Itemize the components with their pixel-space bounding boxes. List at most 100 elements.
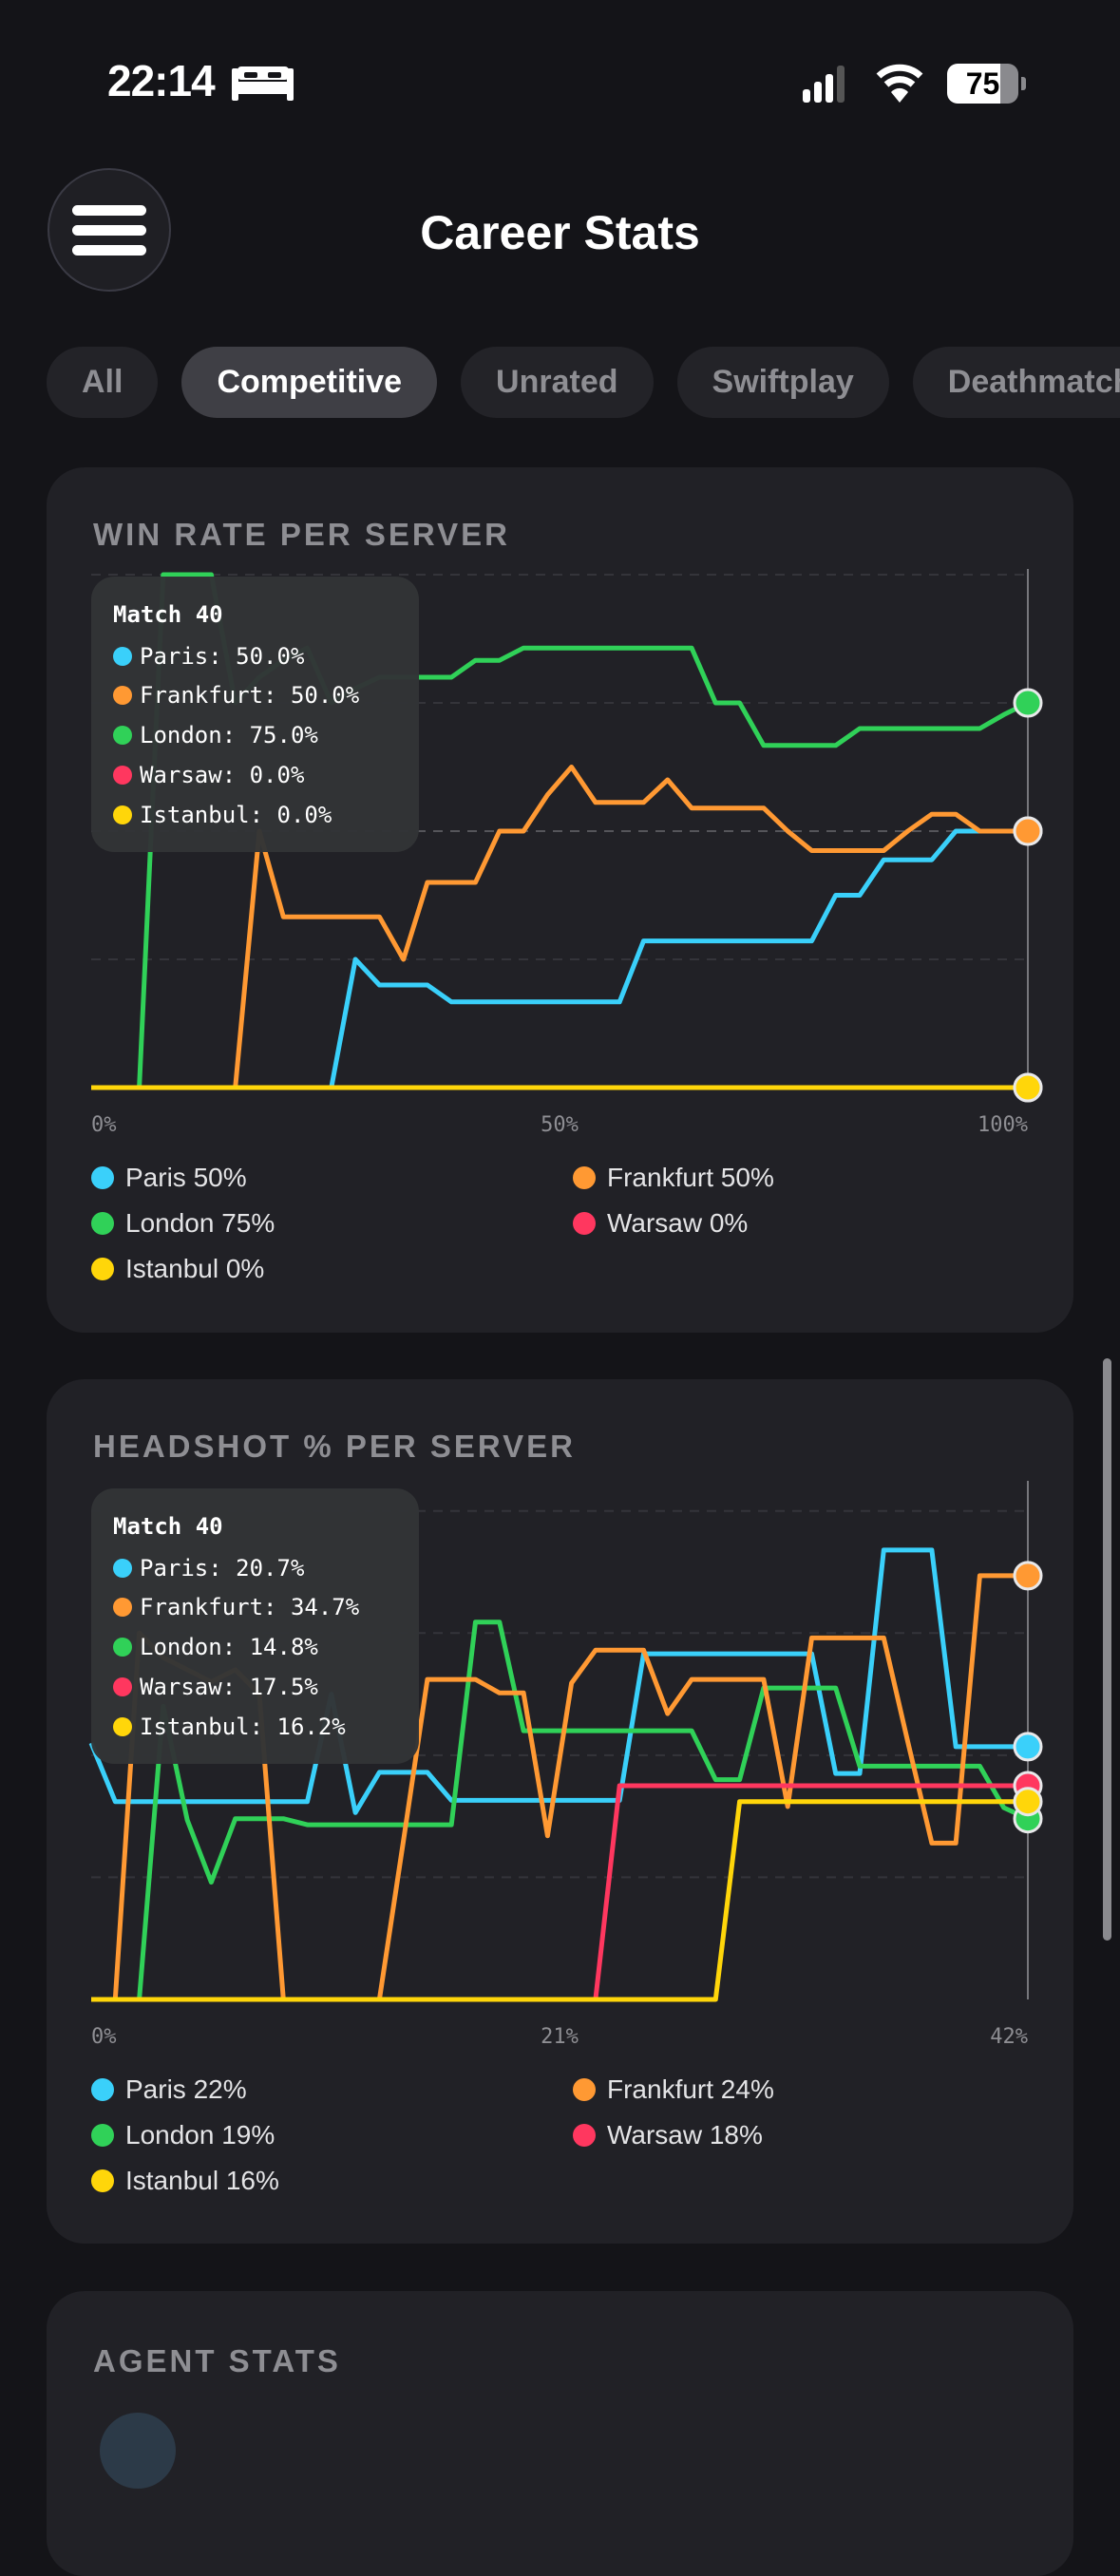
battery-tip: [1021, 77, 1026, 90]
frankfurt-dot-icon: [573, 2078, 596, 2101]
tooltip-value: Frankfurt: 34.7%: [140, 1594, 360, 1620]
headshot-tooltip: Match 40 Paris: 20.7% Frankfurt: 34.7% L…: [91, 1488, 419, 1764]
x-tick-label: 21%: [541, 2025, 579, 2049]
x-tick-label: 42%: [990, 2025, 1028, 2049]
legend-london[interactable]: London 75%: [91, 1208, 275, 1239]
legend-label: Warsaw 18%: [607, 2120, 763, 2150]
endpoint-marker-istanbul: [1013, 1072, 1043, 1103]
battery-icon: 75: [947, 64, 1018, 104]
legend-label: Frankfurt 24%: [607, 2074, 774, 2104]
agent-stats-card: AGENT STATS: [47, 2291, 1073, 2576]
x-tick-label: 50%: [541, 1113, 579, 1137]
endpoint-marker-frankfurt: [1013, 1561, 1043, 1591]
tooltip-row-istanbul: Istanbul: 16.2%: [113, 1714, 346, 1740]
x-tick-label: 0%: [91, 1113, 117, 1137]
page-title: Career Stats: [420, 206, 700, 259]
tooltip-row-paris: Paris: 20.7%: [113, 1555, 304, 1582]
scrollbar[interactable]: [1103, 1358, 1111, 1941]
legend-istanbul[interactable]: Istanbul 0%: [91, 1254, 264, 1284]
mode-tabs: All Competitive Unrated Swiftplay Deathm…: [47, 347, 1120, 418]
tab-deathmatch[interactable]: Deathmatch: [912, 347, 1120, 418]
tooltip-value: Frankfurt: 50.0%: [140, 682, 360, 709]
tooltip-row-frankfurt: Frankfurt: 34.7%: [113, 1594, 359, 1620]
tooltip-row-warsaw: Warsaw: 0.0%: [113, 762, 304, 788]
paris-dot-icon: [91, 2078, 114, 2101]
legend-istanbul[interactable]: Istanbul 16%: [91, 2166, 279, 2196]
tooltip-title: Match 40: [113, 1513, 223, 1540]
legend-warsaw[interactable]: Warsaw 0%: [573, 1208, 748, 1239]
menu-button[interactable]: [47, 168, 171, 292]
endpoint-marker-frankfurt: [1013, 816, 1043, 846]
signal-icon: [803, 66, 845, 103]
tab-all[interactable]: All: [47, 347, 159, 418]
london-dot-icon: [113, 1638, 132, 1657]
legend-label: Istanbul 0%: [125, 1254, 265, 1283]
endpoint-marker-london: [1013, 688, 1043, 718]
warsaw-dot-icon: [113, 766, 132, 785]
series-line-frankfurt: [91, 765, 1028, 1090]
istanbul-dot-icon: [113, 1717, 132, 1736]
legend-london[interactable]: London 19%: [91, 2120, 275, 2150]
legend-frankfurt[interactable]: Frankfurt 50%: [573, 1163, 774, 1193]
endpoint-marker-istanbul: [1013, 1787, 1043, 1817]
agent-avatar[interactable]: [100, 2413, 176, 2489]
tooltip-value: London: 14.8%: [140, 1634, 318, 1660]
series-line-paris: [88, 1547, 1028, 1815]
warsaw-dot-icon: [113, 1677, 132, 1696]
legend-label: London 75%: [125, 1208, 275, 1238]
paris-dot-icon: [113, 647, 132, 666]
istanbul-dot-icon: [113, 805, 132, 824]
battery-level: 75: [965, 66, 1000, 101]
tooltip-row-london: London: 14.8%: [113, 1634, 318, 1660]
tooltip-row-paris: Paris: 50.0%: [113, 643, 304, 670]
london-dot-icon: [91, 1212, 114, 1235]
bed-icon: [232, 66, 294, 101]
frankfurt-dot-icon: [573, 1166, 596, 1189]
frankfurt-dot-icon: [113, 686, 132, 705]
hamburger-bar: [72, 244, 146, 256]
tab-competitive[interactable]: Competitive: [181, 347, 438, 418]
tab-swiftplay[interactable]: Swiftplay: [676, 347, 889, 418]
paris-dot-icon: [91, 1166, 114, 1189]
hamburger-icon: [72, 204, 146, 216]
hamburger-bar: [72, 224, 146, 236]
london-dot-icon: [91, 2124, 114, 2147]
series-line-warsaw: [91, 1783, 1028, 2002]
paris-dot-icon: [113, 1559, 132, 1578]
win-rate-title: WIN RATE PER SERVER: [93, 517, 510, 552]
tab-unrated[interactable]: Unrated: [461, 347, 654, 418]
legend-frankfurt[interactable]: Frankfurt 24%: [573, 2074, 774, 2105]
legend-paris[interactable]: Paris 22%: [91, 2074, 247, 2105]
endpoint-marker-paris: [1013, 1732, 1043, 1762]
tooltip-value: London: 75.0%: [140, 722, 318, 748]
wifi-icon: [876, 64, 923, 103]
series-line-london: [91, 1619, 1030, 2002]
tooltip-row-istanbul: Istanbul: 0.0%: [113, 802, 332, 828]
legend-label: Istanbul 16%: [125, 2166, 279, 2195]
status-time: 22:14: [107, 56, 216, 105]
tooltip-value: Paris: 50.0%: [140, 643, 305, 670]
istanbul-dot-icon: [91, 1258, 114, 1280]
series-line-istanbul: [91, 1799, 1028, 2002]
tooltip-value: Istanbul: 0.0%: [140, 802, 332, 828]
win-rate-card: WIN RATE PER SERVER Match 40 Paris: 50.0…: [47, 467, 1073, 1333]
legend-label: Paris 22%: [125, 2074, 247, 2104]
legend-warsaw[interactable]: Warsaw 18%: [573, 2120, 763, 2150]
tooltip-value: Warsaw: 0.0%: [140, 762, 305, 788]
frankfurt-dot-icon: [113, 1598, 132, 1617]
legend-paris[interactable]: Paris 50%: [91, 1163, 247, 1193]
london-dot-icon: [113, 726, 132, 745]
headshot-card: HEADSHOT % PER SERVER Match 40 Paris: 20…: [47, 1379, 1073, 2244]
warsaw-dot-icon: [573, 1212, 596, 1235]
tooltip-row-frankfurt: Frankfurt: 50.0%: [113, 682, 359, 709]
tooltip-title: Match 40: [113, 601, 223, 628]
tooltip-value: Paris: 20.7%: [140, 1555, 305, 1582]
agent-stats-title: AGENT STATS: [93, 2343, 341, 2378]
istanbul-dot-icon: [91, 2169, 114, 2192]
tooltip-row-warsaw: Warsaw: 17.5%: [113, 1674, 318, 1700]
headshot-title: HEADSHOT % PER SERVER: [93, 1429, 576, 1464]
legend-label: Warsaw 0%: [607, 1208, 749, 1238]
legend-label: Paris 50%: [125, 1163, 247, 1192]
x-tick-label: 100%: [978, 1113, 1028, 1137]
legend-label: Frankfurt 50%: [607, 1163, 774, 1192]
